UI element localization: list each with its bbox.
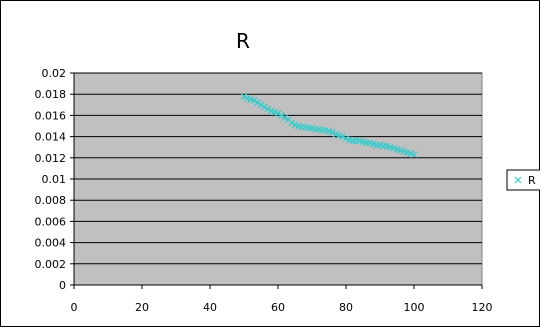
axes	[70, 72, 483, 289]
y-tick-label: 0.004	[35, 237, 67, 250]
data-point	[254, 99, 262, 107]
x-tick-label: 60	[271, 301, 285, 314]
data-series-r	[240, 92, 418, 159]
data-point	[250, 97, 258, 104]
legend: R	[506, 169, 540, 191]
data-point	[257, 101, 265, 109]
data-point	[288, 119, 296, 127]
y-tick-label: 0.018	[35, 88, 67, 101]
x-tick-label: 120	[472, 301, 493, 314]
x-tick-label: 80	[339, 301, 353, 314]
y-tick-label: 0.01	[42, 173, 67, 186]
gridlines	[74, 72, 482, 286]
data-point	[274, 109, 282, 117]
data-point	[281, 114, 289, 121]
x-tick-label: 40	[203, 301, 217, 314]
data-point	[410, 151, 418, 159]
data-point	[277, 111, 285, 119]
y-tick-label: 0.016	[35, 109, 67, 122]
x-tick-label: 20	[135, 301, 149, 314]
data-point	[260, 103, 268, 111]
y-tick-label: 0.008	[35, 194, 67, 207]
y-tick-label: 0.006	[35, 215, 67, 228]
x-tick-label: 100	[404, 301, 425, 314]
y-tick-label: 0.014	[35, 131, 67, 144]
y-tick-label: 0.002	[35, 258, 67, 271]
y-tick-label: 0.02	[42, 67, 67, 80]
legend-box	[506, 169, 540, 191]
legend-marker-r	[514, 176, 522, 184]
tick-labels: 0 0.002 0.004 0.006 0.008 0.01 0.012 0.014 0.016…	[35, 67, 493, 314]
chart-title: R	[236, 29, 250, 53]
legend-label-r: R	[528, 174, 536, 187]
data-point	[328, 128, 336, 136]
data-point	[339, 133, 347, 141]
y-tick-label: 0.012	[35, 152, 67, 165]
data-point	[240, 92, 248, 100]
data-point	[264, 105, 272, 113]
y-tick-label: 0	[59, 279, 66, 292]
x-tick-label: 0	[71, 301, 78, 314]
